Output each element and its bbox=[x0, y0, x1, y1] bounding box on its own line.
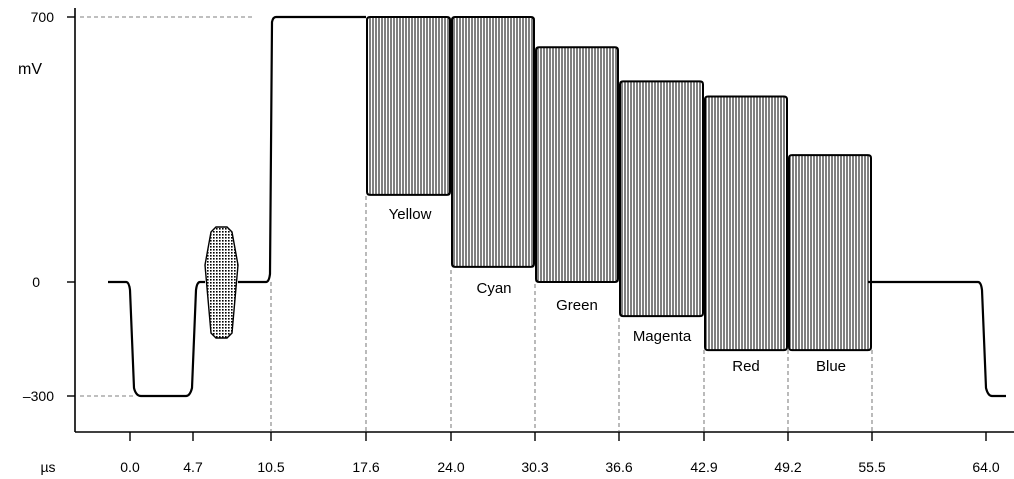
color-bar-yellow bbox=[366, 16, 451, 196]
y-tick-label-700: 700 bbox=[31, 9, 55, 25]
x-tick-label: 24.0 bbox=[437, 459, 464, 475]
color-bar-labels: Yellow Cyan Green Magenta Red Blue bbox=[389, 206, 846, 375]
color-bar-red bbox=[704, 95, 788, 352]
x-tick-label: 49.2 bbox=[774, 459, 801, 475]
x-tick-label: 10.5 bbox=[257, 459, 284, 475]
x-tick-label: 30.3 bbox=[521, 459, 548, 475]
color-bar-green bbox=[535, 46, 619, 283]
y-unit-label: mV bbox=[18, 61, 42, 78]
x-unit-label: µs bbox=[40, 459, 55, 475]
x-tick-label: 42.9 bbox=[690, 459, 717, 475]
bar-label-green: Green bbox=[556, 297, 598, 314]
x-tick-label: 17.6 bbox=[352, 459, 379, 475]
x-tick-label: 55.5 bbox=[858, 459, 885, 475]
y-tick-label-minus300: –300 bbox=[23, 388, 54, 404]
x-tick-label: 4.7 bbox=[183, 459, 203, 475]
bar-label-blue: Blue bbox=[816, 358, 846, 375]
bar-label-cyan: Cyan bbox=[476, 280, 511, 297]
color-bars bbox=[366, 16, 872, 352]
x-tick-label: 64.0 bbox=[972, 459, 999, 475]
x-tick-label: 0.0 bbox=[120, 459, 140, 475]
bar-label-yellow: Yellow bbox=[389, 206, 432, 223]
color-bar-blue bbox=[788, 154, 872, 352]
color-bar-magenta bbox=[619, 80, 704, 318]
color-burst bbox=[204, 226, 239, 339]
bar-label-red: Red bbox=[732, 358, 760, 375]
waveform-line bbox=[108, 15, 1006, 398]
x-ticks: 0.0 4.7 10.5 17.6 24.0 30.3 36.6 42.9 49… bbox=[120, 432, 1000, 475]
x-tick-label: 36.6 bbox=[605, 459, 632, 475]
y-tick-label-0: 0 bbox=[32, 274, 40, 290]
reference-lines bbox=[80, 16, 873, 432]
color-bar-cyan bbox=[451, 16, 535, 268]
bar-label-magenta: Magenta bbox=[633, 328, 692, 345]
